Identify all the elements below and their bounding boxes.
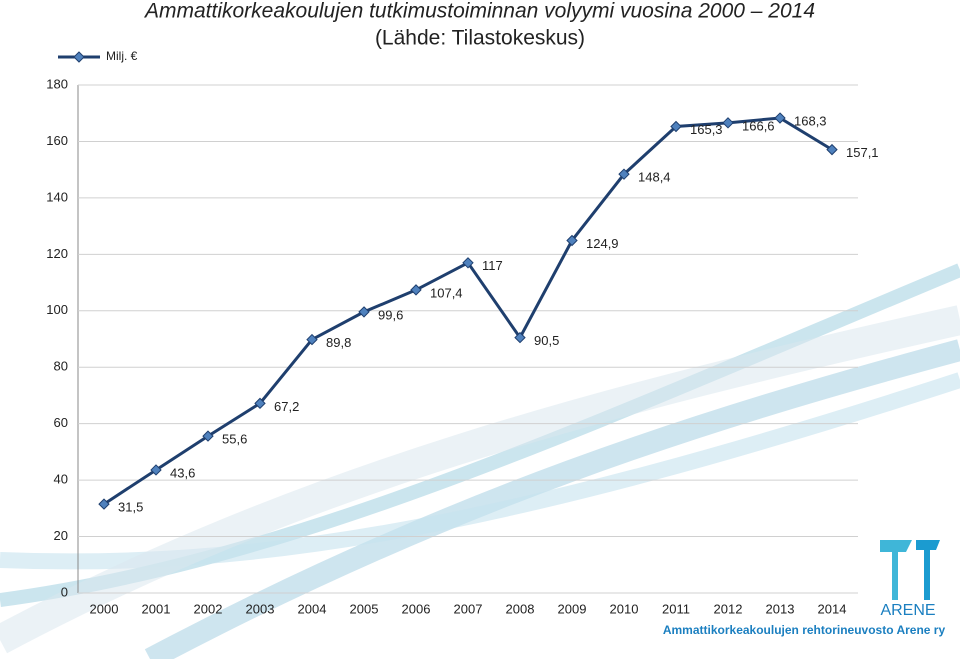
point-marker (98, 498, 110, 510)
point-marker (514, 331, 526, 344)
point-marker (618, 168, 630, 180)
point-marker (826, 143, 838, 156)
data-label: 117 (482, 258, 503, 273)
x-tick-label: 2005 (350, 601, 379, 616)
y-tick-label: 0 (61, 584, 68, 599)
x-tick-label: 2007 (454, 601, 483, 616)
point-marker (462, 257, 474, 269)
data-label: 89,8 (326, 335, 351, 350)
chart-subtitle: (Lähde: Tilastokeskus) (375, 27, 585, 50)
data-label: 148,4 (638, 170, 671, 185)
x-tick-label: 2004 (298, 601, 327, 616)
data-label: 99,6 (378, 307, 403, 322)
logo-caption: Ammattikorkeakoulujen rehtorineuvosto Ar… (663, 623, 946, 637)
x-tick-label: 2006 (402, 601, 431, 616)
x-tick-label: 2011 (662, 601, 690, 616)
point-marker (410, 284, 422, 296)
x-tick-label: 2013 (766, 601, 795, 616)
data-label: 166,6 (742, 118, 775, 133)
y-tick-label: 20 (54, 528, 68, 543)
point-marker (722, 117, 734, 129)
x-tick-label: 2003 (246, 601, 275, 616)
y-tick-label: 140 (46, 189, 68, 204)
x-tick-label: 2001 (142, 601, 171, 616)
x-tick-label: 2002 (194, 601, 223, 616)
x-tick-label: 2000 (90, 601, 119, 616)
point-marker (306, 333, 318, 346)
logo: ARENE Ammattikorkeakoulujen rehtorineuvo… (663, 540, 946, 637)
point-marker (150, 464, 162, 476)
x-tick-label: 2012 (714, 601, 743, 616)
y-tick-label: 40 (54, 472, 68, 487)
data-label: 168,3 (794, 113, 827, 128)
x-tick-label: 2009 (558, 601, 587, 616)
data-label: 43,6 (170, 465, 195, 480)
point-marker (358, 306, 370, 318)
legend-marker (73, 51, 85, 63)
data-label: 55,6 (222, 432, 247, 447)
point-marker (774, 112, 786, 124)
background-swooshes (0, 263, 960, 659)
data-label: 31,5 (118, 500, 143, 515)
chart-title: Ammattikorkeakoulujen tutkimustoiminnan … (143, 0, 815, 23)
point-marker (670, 120, 682, 133)
y-tick-label: 180 (46, 76, 68, 91)
point-marker (566, 234, 578, 247)
y-tick-label: 60 (54, 415, 68, 430)
data-label: 124,9 (586, 236, 619, 251)
y-tick-label: 120 (46, 246, 68, 261)
y-tick-label: 160 (46, 133, 68, 148)
data-label: 157,1 (846, 145, 879, 160)
point-marker (202, 430, 214, 442)
point-marker (254, 397, 266, 410)
data-label: 165,3 (690, 122, 723, 137)
logo-name: ARENE (880, 602, 935, 619)
x-tick-label: 2008 (506, 601, 535, 616)
x-tick-label: 2010 (610, 601, 639, 616)
data-label: 67,2 (274, 399, 299, 414)
y-tick-label: 100 (46, 302, 68, 317)
data-label: 107,4 (430, 285, 463, 300)
legend-label: Milj. € (106, 49, 138, 63)
y-tick-label: 80 (54, 359, 68, 374)
x-tick-label: 2014 (818, 601, 847, 616)
data-label: 90,5 (534, 333, 559, 348)
